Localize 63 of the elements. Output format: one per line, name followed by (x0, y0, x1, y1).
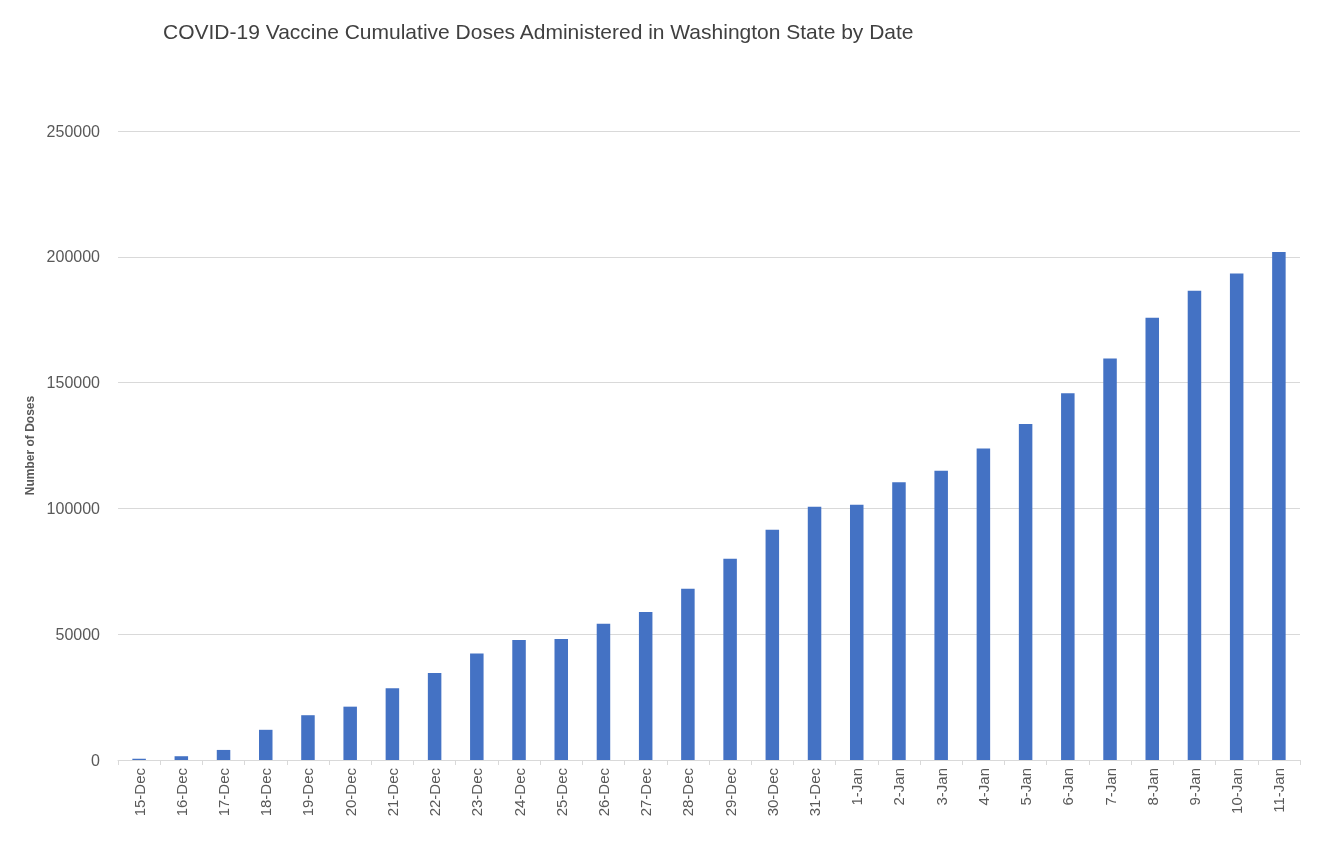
y-tick-label: 0 (91, 751, 101, 769)
bar (174, 756, 189, 760)
bar (1145, 317, 1159, 760)
bar (681, 588, 695, 760)
x-tick-label: 8-Jan (1143, 768, 1161, 806)
x-tick-label: 22-Dec (426, 767, 444, 817)
x-tick-label: 15-Dec (130, 767, 148, 817)
x-tick-label: 2-Jan (890, 768, 908, 806)
x-tick-label: 23-Dec (468, 767, 486, 817)
x-tick-label: 26-Dec (594, 767, 612, 817)
bar (385, 688, 400, 760)
bar (807, 506, 822, 760)
x-tick-label: 3-Jan (932, 768, 950, 806)
y-tick-label: 250000 (46, 122, 101, 140)
bar (596, 623, 611, 760)
x-tick-label: 25-Dec (552, 767, 570, 817)
y-tick-label: 100000 (46, 499, 101, 517)
x-tick-label: 18-Dec (257, 767, 275, 817)
x-tick-label: 7-Jan (1101, 768, 1119, 806)
x-tick-label: 16-Dec (172, 767, 190, 817)
bar (512, 639, 526, 760)
x-tick-label: 9-Jan (1185, 768, 1203, 806)
x-tick-label: 10-Jan (1228, 768, 1246, 814)
x-tick-label: 17-Dec (215, 767, 233, 817)
x-tick-label: 29-Dec (721, 767, 739, 817)
bar (976, 448, 991, 760)
bar (343, 706, 357, 760)
x-tick-label: 5-Jan (1017, 768, 1035, 806)
bar (638, 612, 653, 760)
bar (1272, 252, 1286, 760)
x-tick-label: 30-Dec (763, 767, 781, 817)
x-tick-label: 27-Dec (637, 767, 655, 817)
x-tick-label: 21-Dec (383, 767, 401, 817)
bar (1061, 393, 1075, 760)
bar (470, 653, 484, 760)
x-tick-label: 11-Jan (1270, 768, 1288, 813)
y-tick-label: 200000 (46, 248, 101, 266)
x-tick-label: 4-Jan (974, 768, 992, 806)
x-tick-label: 6-Jan (1059, 768, 1077, 806)
y-axis-title: Number of Doses (22, 395, 37, 496)
bar (301, 715, 315, 760)
x-tick-label: 28-Dec (679, 767, 697, 817)
x-tick-label: 20-Dec (341, 767, 359, 817)
x-tick-label: 31-Dec (806, 767, 824, 817)
x-tick-label: 24-Dec (510, 767, 528, 817)
bar (259, 729, 273, 760)
bar (934, 470, 948, 760)
y-tick-label: 50000 (55, 625, 101, 643)
bar (1229, 273, 1244, 760)
bar (1187, 290, 1202, 760)
bar (850, 504, 864, 760)
bar (554, 638, 568, 760)
bar (1103, 358, 1117, 760)
bar (216, 749, 231, 760)
y-tick-label: 150000 (46, 374, 101, 392)
bar (427, 672, 442, 760)
x-tick-label: 19-Dec (299, 767, 317, 817)
bar (765, 529, 780, 760)
chart-title: COVID-19 Vaccine Cumulative Doses Administered in Washington State by Date (163, 20, 914, 43)
bar (892, 482, 906, 760)
bar (723, 558, 737, 760)
x-tick-label: 1-Jan (848, 768, 866, 806)
bar (1018, 424, 1033, 760)
